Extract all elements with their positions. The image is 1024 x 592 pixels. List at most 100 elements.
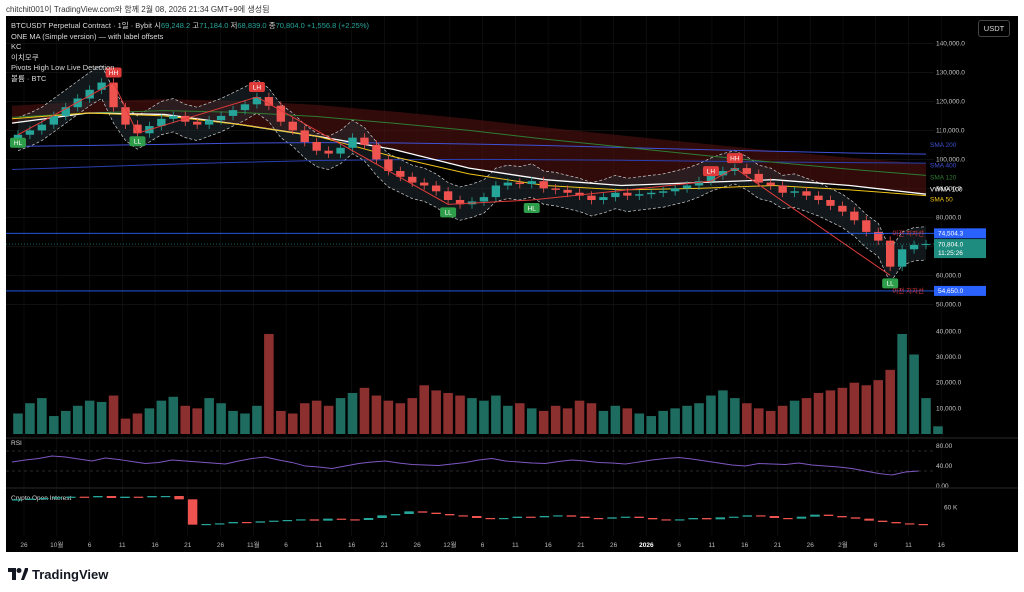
oi-bar (296, 519, 306, 521)
candle-body (479, 197, 489, 202)
volume-bar (311, 400, 322, 434)
x-tick-label: 21 (184, 542, 192, 549)
candle-body (778, 185, 787, 193)
candle-body (193, 121, 202, 125)
candle-body (814, 195, 823, 200)
oi-bar (458, 515, 468, 517)
oi-bar (417, 511, 428, 513)
indicator-pivots[interactable]: Pivots High Low Live Detection (11, 63, 115, 73)
candle-body (372, 144, 381, 160)
oi-bar (431, 512, 441, 514)
candle-body (396, 171, 405, 177)
volume-bar (120, 418, 131, 434)
chart-panel[interactable]: 140,000.0 130,000.0 120,000.0 110,000.0 100,… (6, 16, 1018, 552)
volume-bar (706, 395, 716, 434)
candle-body (874, 231, 883, 241)
oi-bar (323, 518, 333, 521)
volume-bar (383, 400, 394, 434)
oi-bar (214, 523, 225, 525)
volume-bar (897, 333, 907, 434)
oi-bar (877, 520, 888, 522)
oi-bar (404, 511, 414, 514)
volume-bar (407, 398, 418, 434)
x-tick-label: 26 (413, 542, 421, 549)
y-tick-label: 140,000.0 (936, 40, 965, 47)
oi-bar (336, 518, 347, 520)
candle-body (682, 185, 692, 189)
oi-bar (512, 516, 523, 518)
volume-bar (359, 387, 370, 434)
candle-body (658, 191, 668, 193)
ma-label: SMA 200 (930, 142, 957, 149)
rsi-tick-label: 80.00 (936, 443, 953, 450)
x-tick-label: 16 (938, 542, 946, 549)
pivot-badge-hl (9, 137, 26, 148)
oi-bar (444, 514, 455, 516)
oi-bar (593, 518, 604, 520)
volume-bar (216, 403, 226, 434)
oi-bar (553, 515, 563, 517)
legend: BTCUSDT Perpetual Contract · 1일 · Bybit … (11, 21, 369, 85)
volume-bar (646, 416, 656, 434)
chart-svg[interactable]: 140,000.0 130,000.0 120,000.0 110,000.0 100,… (6, 16, 1018, 552)
volume-bar (682, 405, 692, 434)
candle-body (897, 249, 907, 267)
close-value: 70,804.0 (275, 21, 305, 30)
ichimoku-cloud (12, 99, 926, 195)
pivot-label: HL (14, 140, 23, 147)
indicator-ichimoku[interactable]: 이치모쿠 (11, 52, 39, 62)
volume-bar (718, 390, 728, 434)
ma-label: SMA 50 (930, 196, 953, 203)
rsi-title: RSI (11, 440, 22, 447)
y-tick-label: 110,000.0 (936, 127, 965, 134)
currency-button[interactable]: USDT (978, 20, 1010, 37)
volume-bar (132, 413, 143, 434)
volume-bar (813, 392, 824, 434)
candle-body (169, 115, 178, 119)
symbol-title[interactable]: BTCUSDT Perpetual Contract · 1일 · Bybit (11, 21, 152, 30)
candle-body (336, 147, 345, 154)
volume-bar (753, 408, 764, 434)
candle-body (121, 107, 130, 125)
support-price-badge (934, 285, 986, 296)
candle-body (97, 82, 106, 90)
pivot-badge-lh (702, 166, 719, 177)
support-text: 이전 지지선 (892, 228, 924, 237)
oi-bar (904, 523, 915, 525)
pivot-label: LH (707, 168, 716, 175)
indicator-ma[interactable]: ONE MA (Simple version) — with label off… (11, 31, 164, 41)
pivot-label: LL (134, 139, 142, 146)
volume-bar (933, 426, 943, 434)
volume-bar (610, 405, 621, 434)
candle-body (455, 200, 465, 205)
low-value: 68,839.0 (237, 21, 267, 30)
volume-bar (240, 413, 250, 434)
support-price-label: 74,504.3 (938, 231, 964, 238)
oi-bar (255, 521, 265, 523)
oi-bar (783, 518, 793, 520)
volume-bar (538, 410, 549, 434)
oi-bar (607, 517, 617, 519)
volume-bar (168, 396, 179, 434)
indicator-volume[interactable]: 볼륨 · BTC (11, 73, 47, 83)
x-tick-label: 6 (88, 542, 92, 549)
volume-bar (634, 413, 645, 434)
candle-body (838, 205, 847, 212)
x-tick-label: 11 (905, 542, 912, 549)
candle-body (420, 182, 429, 186)
volume-bar (108, 395, 119, 434)
y-tick-label: 120,000.0 (936, 98, 965, 105)
tradingview-logo[interactable]: TradingView (8, 565, 108, 583)
candle-body (802, 191, 811, 196)
oi-bar (864, 518, 874, 521)
last-price-label: 70,804.0 (938, 241, 964, 248)
volume-bar (371, 395, 382, 434)
volume-bar (264, 333, 274, 434)
watermark-text: chitchit001이 TradingView.com와 함께 2월 08, … (6, 5, 270, 14)
volume-bar (180, 405, 191, 434)
indicator-kc[interactable]: KC (11, 42, 22, 52)
volume-bar (765, 410, 776, 434)
oi-bar (769, 516, 780, 518)
candle-body (694, 181, 704, 186)
x-tick-label: 2026 (639, 542, 654, 549)
